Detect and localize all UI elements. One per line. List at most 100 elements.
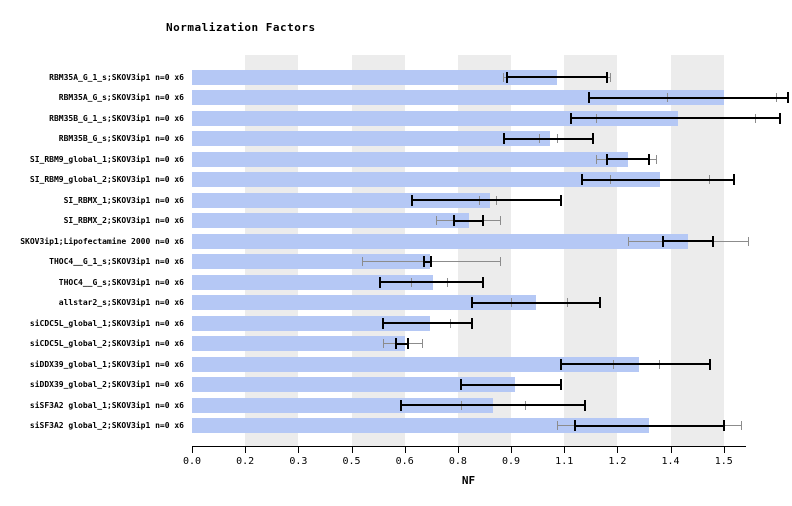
error-bar-line [401, 404, 586, 406]
category-label: SI_RBM9_global_1;SKOV3ip1 n=0 x6 [29, 154, 184, 164]
error-bar-line [606, 158, 650, 160]
bar [192, 213, 469, 228]
bar [192, 356, 639, 372]
error-bar-cap [430, 256, 433, 267]
bar [192, 254, 430, 269]
category-label: THOC4__G_1_s;SKOV3ip1 n=0 x6 [49, 257, 184, 266]
outer-whisker-cap [361, 257, 363, 266]
outer-whisker-cap [740, 421, 742, 430]
x-tick [245, 447, 247, 453]
category-label: RBM35A_G_s;SKOV3ip1 n=0 x6 [58, 93, 184, 102]
error-bar-cap [378, 276, 381, 288]
outer-whisker-cap [748, 236, 750, 246]
bar [192, 397, 494, 413]
error-bar-cap [559, 358, 562, 370]
bar [192, 274, 434, 290]
error-bar-cap [471, 297, 474, 308]
error-bar-cap [591, 133, 594, 144]
category-label: allstar2_s;SKOV3ip1 n=0 x6 [58, 298, 184, 307]
x-tick [404, 447, 406, 453]
error-bar-cap [722, 420, 725, 431]
outer-whisker-cap [655, 154, 657, 164]
category-label: SI_RBMX_1;SKOV3ip1 n=0 x6 [63, 195, 184, 205]
error-bar-cap [382, 317, 385, 329]
error-bar-cap [559, 379, 562, 390]
x-tick-label: 0.5 [342, 456, 361, 467]
error-bar-cap [708, 358, 711, 370]
category-label: SI_RBMX_2;SKOV3ip1 n=0 x6 [63, 216, 184, 225]
outer-whisker-cap [609, 72, 611, 82]
x-tick [617, 447, 619, 453]
error-bar-cap [598, 297, 601, 308]
error-bar-cap [648, 153, 651, 165]
error-bar-cap [506, 71, 509, 83]
error-bar-cap [502, 133, 505, 144]
error-bar-cap [394, 338, 397, 349]
x-tick [298, 447, 300, 453]
x-tick-label: 0.6 [395, 456, 414, 467]
error-bar-line [411, 199, 561, 201]
x-tick-label: 1.4 [661, 456, 680, 467]
outer-whisker-cap [556, 421, 558, 430]
x-tick-label: 0.3 [289, 456, 308, 467]
x-tick-label: 1.2 [608, 456, 627, 467]
category-label: siDDX39_global_2;SKOV3ip1 n=0 x6 [29, 380, 184, 389]
category-label: SI_RBM9_global_2;SKOV3ip1 n=0 x6 [29, 175, 184, 184]
bar [192, 192, 490, 208]
error-bar-cap [460, 379, 463, 390]
bar [192, 110, 678, 126]
outer-whisker-cap [627, 236, 629, 246]
error-bar-line [663, 240, 714, 242]
error-bar-cap [453, 215, 456, 226]
x-axis-line [192, 446, 746, 447]
error-bar-line [571, 117, 781, 119]
error-bar-cap [584, 399, 587, 411]
category-label: siCDC5L_global_1;SKOV3ip1 n=0 x6 [29, 318, 184, 328]
outer-whisker-cap [499, 257, 501, 266]
error-bar-cap [605, 153, 608, 165]
error-bar-line [424, 260, 432, 263]
x-tick [192, 447, 193, 453]
bar [192, 90, 724, 105]
x-tick [723, 447, 725, 453]
category-label: SKOV3ip1;Lipofectamine 2000 n=0 x6 [20, 236, 184, 246]
category-label: RBM35B_G_s;SKOV3ip1 n=0 x6 [58, 134, 184, 143]
x-tick [564, 447, 566, 453]
error-bar-cap [779, 112, 782, 124]
category-label: siSF3A2 global_1;SKOV3ip1 n=0 x6 [29, 400, 184, 410]
error-bar-cap [733, 174, 736, 185]
error-bar-line [472, 301, 600, 304]
error-bar-cap [481, 276, 484, 288]
error-bar-cap [559, 194, 562, 206]
bar [192, 377, 515, 392]
error-bar-cap [481, 215, 484, 226]
category-label: siSF3A2 global_2;SKOV3ip1 n=0 x6 [29, 421, 184, 430]
category-label: THOC4__G_s;SKOV3ip1 n=0 x6 [58, 277, 184, 287]
error-bar-cap [712, 235, 715, 247]
error-bar-line [507, 76, 607, 78]
error-bar-cap [605, 71, 608, 83]
error-bar-cap [662, 235, 665, 247]
bar [192, 131, 551, 146]
error-bar-line [574, 424, 724, 427]
chart-title: Normalization Factors [166, 21, 316, 34]
outer-whisker-cap [421, 339, 423, 348]
error-bar-line [454, 219, 483, 222]
error-bar-line [503, 137, 593, 140]
outer-whisker-cap [499, 216, 501, 225]
x-tick-label: 0.8 [448, 456, 467, 467]
bar [192, 336, 405, 351]
outer-whisker-cap [382, 339, 384, 348]
error-bar-line [589, 96, 788, 99]
x-tick-label: 1.5 [714, 456, 733, 467]
bar [192, 233, 689, 249]
x-tick-label: 0.9 [502, 456, 521, 467]
error-bar-line [395, 342, 409, 345]
error-bar-line [560, 363, 710, 365]
error-bar-cap [573, 420, 576, 431]
x-tick [511, 447, 513, 453]
error-bar-line [581, 178, 735, 181]
bar [192, 315, 430, 331]
category-label: siCDC5L_global_2;SKOV3ip1 n=0 x6 [29, 339, 184, 348]
